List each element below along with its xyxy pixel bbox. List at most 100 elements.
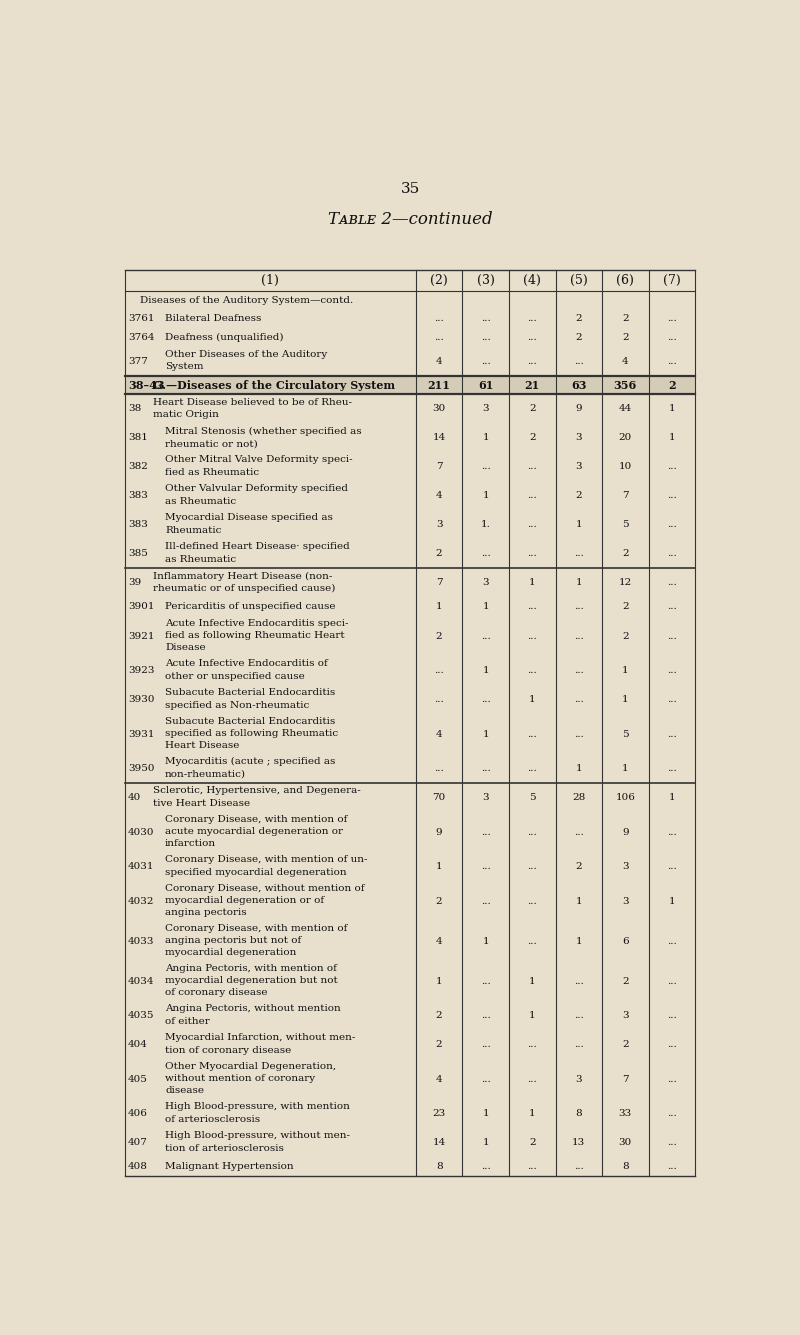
Text: 7: 7 bbox=[436, 462, 442, 471]
Text: 4: 4 bbox=[436, 1075, 442, 1084]
Text: Myocardial Infarction, without men-: Myocardial Infarction, without men- bbox=[165, 1033, 355, 1043]
Text: 2: 2 bbox=[622, 314, 629, 323]
Text: ...: ... bbox=[434, 764, 444, 773]
Text: 4: 4 bbox=[436, 729, 442, 738]
Text: non-rheumatic): non-rheumatic) bbox=[165, 770, 246, 778]
Text: as Rheumatic: as Rheumatic bbox=[165, 555, 236, 565]
Text: 3764: 3764 bbox=[128, 332, 154, 342]
Text: 1: 1 bbox=[482, 937, 489, 945]
Text: myocardial degeneration or of: myocardial degeneration or of bbox=[165, 896, 324, 905]
Text: 7: 7 bbox=[622, 491, 629, 501]
Text: 2: 2 bbox=[622, 1040, 629, 1049]
Text: 1: 1 bbox=[482, 1139, 489, 1147]
Text: 44: 44 bbox=[618, 405, 632, 414]
Text: G.—Diseases of the Circulatory System: G.—Diseases of the Circulatory System bbox=[153, 379, 395, 391]
Text: ...: ... bbox=[667, 332, 677, 342]
Text: ...: ... bbox=[574, 1161, 584, 1171]
Text: ...: ... bbox=[527, 764, 537, 773]
Text: fied as following Rheumatic Heart: fied as following Rheumatic Heart bbox=[165, 631, 345, 639]
Text: ...: ... bbox=[527, 521, 537, 530]
Text: specified myocardial degeneration: specified myocardial degeneration bbox=[165, 868, 346, 877]
Text: 404: 404 bbox=[128, 1040, 148, 1049]
Text: 39: 39 bbox=[128, 578, 141, 587]
Text: 20: 20 bbox=[618, 434, 632, 442]
Text: Ill-defined Heart Disease· specified: Ill-defined Heart Disease· specified bbox=[165, 542, 350, 551]
Text: 63: 63 bbox=[571, 379, 586, 391]
Text: High Blood-pressure, with mention: High Blood-pressure, with mention bbox=[165, 1103, 350, 1111]
Text: ...: ... bbox=[667, 578, 677, 587]
Text: 405: 405 bbox=[128, 1075, 148, 1084]
Text: ...: ... bbox=[481, 1161, 490, 1171]
Text: 2: 2 bbox=[436, 897, 442, 905]
Text: specified as following Rheumatic: specified as following Rheumatic bbox=[165, 729, 338, 738]
Text: 21: 21 bbox=[525, 379, 540, 391]
Text: ...: ... bbox=[527, 602, 537, 611]
Text: matic Origin: matic Origin bbox=[153, 410, 218, 419]
Text: 1: 1 bbox=[482, 434, 489, 442]
Text: ...: ... bbox=[574, 602, 584, 611]
Text: 35: 35 bbox=[400, 182, 420, 196]
Text: Coronary Disease, without mention of: Coronary Disease, without mention of bbox=[165, 884, 365, 893]
Text: ...: ... bbox=[574, 828, 584, 837]
Text: 1: 1 bbox=[482, 729, 489, 738]
Text: 1: 1 bbox=[529, 1011, 535, 1020]
Text: Mitral Stenosis (whether specified as: Mitral Stenosis (whether specified as bbox=[165, 426, 362, 435]
Text: 1: 1 bbox=[529, 696, 535, 704]
Text: (6): (6) bbox=[617, 274, 634, 287]
Text: Deafness (unqualified): Deafness (unqualified) bbox=[165, 332, 284, 342]
Text: Heart Disease: Heart Disease bbox=[165, 741, 239, 750]
Text: Acute Infective Endocarditis speci-: Acute Infective Endocarditis speci- bbox=[165, 619, 349, 627]
Text: 1: 1 bbox=[482, 1109, 489, 1119]
Text: Myocarditis (acute ; specified as: Myocarditis (acute ; specified as bbox=[165, 757, 335, 766]
Text: 1: 1 bbox=[669, 897, 675, 905]
Text: ...: ... bbox=[481, 696, 490, 704]
Text: 3: 3 bbox=[482, 793, 489, 802]
Text: ...: ... bbox=[481, 828, 490, 837]
Bar bbox=[125, 375, 695, 394]
Text: Bilateral Deafness: Bilateral Deafness bbox=[165, 314, 262, 323]
Text: 385: 385 bbox=[128, 550, 148, 558]
Text: 14: 14 bbox=[433, 434, 446, 442]
Text: 4: 4 bbox=[436, 356, 442, 366]
Text: 1: 1 bbox=[669, 793, 675, 802]
Text: 4034: 4034 bbox=[128, 977, 154, 985]
Text: 3921: 3921 bbox=[128, 631, 154, 641]
Text: ...: ... bbox=[574, 696, 584, 704]
Text: (4): (4) bbox=[523, 274, 541, 287]
Text: 381: 381 bbox=[128, 434, 148, 442]
Text: of either: of either bbox=[165, 1017, 210, 1025]
Text: of arteriosclerosis: of arteriosclerosis bbox=[165, 1115, 260, 1124]
Text: Diseases of the Auditory System—contd.: Diseases of the Auditory System—contd. bbox=[140, 296, 354, 304]
Text: ...: ... bbox=[574, 631, 584, 641]
Text: 1: 1 bbox=[622, 696, 629, 704]
Text: 7: 7 bbox=[622, 1075, 629, 1084]
Text: 7: 7 bbox=[436, 578, 442, 587]
Text: ...: ... bbox=[574, 550, 584, 558]
Text: 8: 8 bbox=[622, 1161, 629, 1171]
Text: ...: ... bbox=[667, 977, 677, 985]
Text: 1: 1 bbox=[529, 1109, 535, 1119]
Text: ...: ... bbox=[667, 764, 677, 773]
Text: ...: ... bbox=[527, 937, 537, 945]
Text: 2: 2 bbox=[575, 332, 582, 342]
Text: 356: 356 bbox=[614, 379, 637, 391]
Text: 14: 14 bbox=[433, 1139, 446, 1147]
Text: 12: 12 bbox=[618, 578, 632, 587]
Text: ...: ... bbox=[527, 862, 537, 870]
Text: 4: 4 bbox=[436, 491, 442, 501]
Text: 211: 211 bbox=[428, 379, 450, 391]
Text: ...: ... bbox=[527, 1075, 537, 1084]
Text: ...: ... bbox=[667, 356, 677, 366]
Text: 1: 1 bbox=[669, 434, 675, 442]
Text: ...: ... bbox=[481, 356, 490, 366]
Text: 2: 2 bbox=[436, 1040, 442, 1049]
Text: 4: 4 bbox=[622, 356, 629, 366]
Text: 2: 2 bbox=[529, 405, 535, 414]
Text: ...: ... bbox=[574, 666, 584, 676]
Text: 383: 383 bbox=[128, 521, 148, 530]
Text: Disease: Disease bbox=[165, 643, 206, 651]
Text: ...: ... bbox=[667, 602, 677, 611]
Text: Other Myocardial Degeneration,: Other Myocardial Degeneration, bbox=[165, 1061, 336, 1071]
Text: ...: ... bbox=[434, 314, 444, 323]
Text: ...: ... bbox=[667, 1011, 677, 1020]
